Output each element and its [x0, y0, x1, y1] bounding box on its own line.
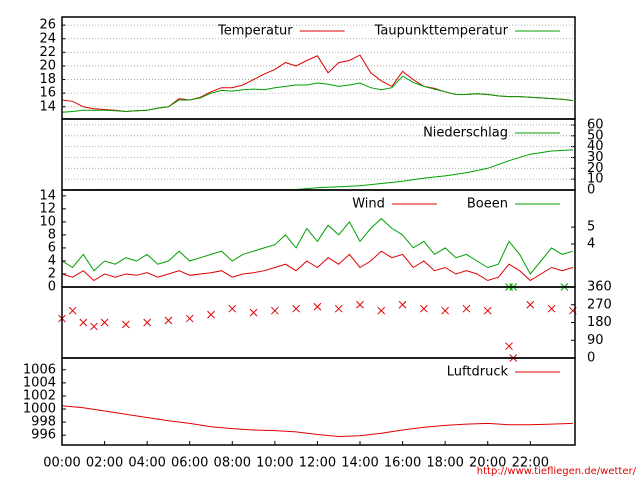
x-tick-label: 08:00 — [214, 456, 251, 471]
point — [462, 304, 471, 313]
panel-frame — [61, 286, 576, 359]
point — [79, 318, 88, 327]
point — [249, 308, 258, 317]
y-tick-label: 20 — [587, 161, 604, 176]
legend-label: Niederschlag — [423, 126, 508, 141]
series-line — [61, 75, 573, 113]
y-tick-label: 10 — [587, 172, 604, 187]
y-tick-label: 270 — [587, 297, 612, 312]
y-tick-label: 1006 — [23, 362, 56, 377]
y-tick-label: 22 — [39, 45, 56, 60]
point — [164, 316, 173, 325]
y-tick-label: 1002 — [23, 388, 56, 403]
point — [68, 306, 77, 315]
x-tick-label: 06:00 — [171, 456, 208, 471]
legend-label: Temperatur — [217, 24, 293, 39]
point — [90, 322, 98, 331]
point — [356, 300, 364, 309]
point — [207, 310, 215, 319]
y-tick-label: 90 — [587, 333, 604, 348]
footer-url: http://www.tiefliegen.de/wetter/ — [477, 466, 637, 477]
y-tick-label: 40 — [587, 139, 604, 154]
legend-label: Taupunkttemperatur — [374, 24, 509, 39]
y-tick-label: 12 — [39, 201, 56, 216]
point — [313, 302, 322, 311]
y-tick-label: 20 — [39, 58, 56, 73]
y-tick-label: 60 — [587, 117, 604, 132]
point — [398, 300, 407, 309]
point — [143, 318, 151, 327]
x-tick-label: 04:00 — [128, 456, 165, 471]
point — [526, 300, 535, 309]
x-tick-label: 22:00 — [512, 456, 549, 471]
y-tick-label: 8 — [48, 227, 56, 242]
y-tick-label: 26 — [39, 18, 56, 33]
y-tick-label: 998 — [31, 415, 56, 430]
y-tick-label: 6 — [48, 240, 56, 255]
legend-label: Boeen — [467, 197, 508, 212]
y-tick-label: 2 — [48, 266, 56, 281]
series-line — [61, 250, 574, 282]
y-tick-label: 14 — [39, 99, 56, 114]
y-tick-label: 10 — [39, 214, 56, 229]
x-tick-label: 18:00 — [426, 456, 463, 471]
y-tick-label: 0 — [48, 280, 56, 295]
x-tick-label: 00:00 — [43, 456, 80, 471]
series-line — [61, 149, 573, 191]
x-tick-label: 10:00 — [256, 456, 293, 471]
y-tick-label: 16 — [39, 86, 56, 101]
y-tick-label: 24 — [39, 31, 56, 46]
point — [185, 314, 194, 323]
x-tick-label: 12:00 — [299, 456, 336, 471]
point — [377, 306, 386, 315]
y-tick-label: 360 — [587, 280, 612, 295]
point — [271, 306, 279, 315]
point — [505, 342, 513, 351]
y2-tick-label: 5 — [587, 220, 595, 235]
legend-label: Luftdruck — [447, 365, 509, 380]
legend-label: Wind — [352, 197, 385, 212]
point — [292, 304, 301, 313]
point — [441, 306, 450, 315]
y-tick-label: 4 — [48, 253, 56, 268]
y-tick-label: 14 — [39, 188, 56, 203]
point — [483, 306, 492, 315]
y-tick-label: 18 — [39, 72, 56, 87]
y-tick-label: 30 — [587, 150, 604, 165]
point — [100, 318, 109, 327]
point — [420, 304, 428, 313]
point — [547, 304, 556, 313]
y2-tick-label: 4 — [587, 237, 595, 252]
y-tick-label: 996 — [31, 428, 56, 443]
y-tick-label: 1004 — [23, 375, 56, 390]
panel-frame — [61, 357, 576, 446]
point — [334, 304, 343, 313]
series-line — [61, 405, 573, 438]
x-tick-label: 20:00 — [469, 456, 506, 471]
x-tick-label: 16:00 — [384, 456, 421, 471]
x-tick-label: 14:00 — [341, 456, 378, 471]
y-tick-label: 0 — [587, 351, 595, 366]
point — [228, 304, 237, 313]
series-line — [61, 217, 574, 275]
y-tick-label: 1000 — [23, 402, 56, 417]
y-tick-label: 0 — [587, 183, 595, 198]
point — [122, 320, 130, 329]
x-tick-label: 02:00 — [86, 456, 123, 471]
y-tick-label: 50 — [587, 128, 604, 143]
y-tick-label: 180 — [587, 315, 612, 330]
